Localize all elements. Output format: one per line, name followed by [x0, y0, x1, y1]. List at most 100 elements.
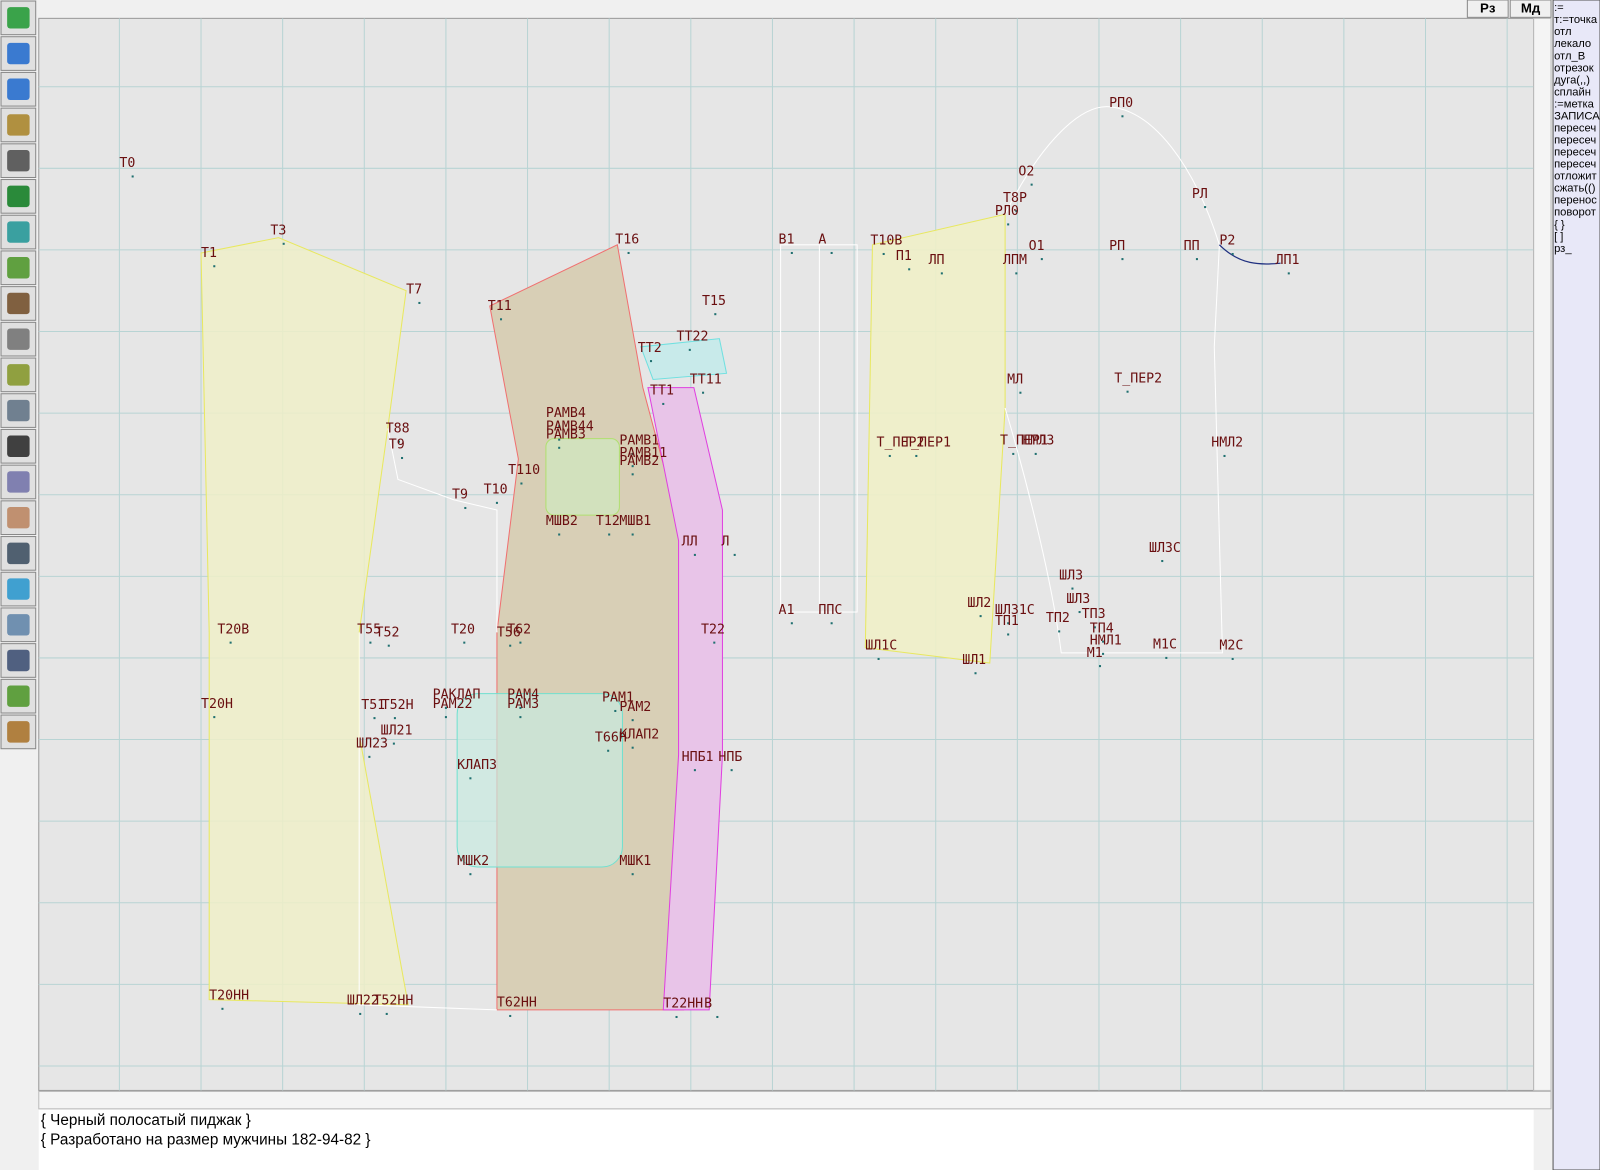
point-label: Т110 — [508, 463, 540, 478]
point-marker — [1007, 223, 1010, 226]
point-label: Т20Н — [201, 697, 233, 712]
command-item[interactable]: дуга(,,) — [1554, 74, 1590, 86]
point-marker — [1231, 252, 1234, 256]
mode-button[interactable] — [1509, 0, 1552, 18]
point-marker — [397, 440, 400, 443]
point-marker — [974, 672, 977, 675]
tool-icon — [7, 435, 30, 457]
command-item[interactable]: т:=точка — [1554, 14, 1598, 26]
point-label: ТТ22 — [677, 330, 709, 345]
point-label: ШЛ1 — [962, 653, 986, 668]
mode-buttons: Рз Мд — [1466, 0, 1552, 18]
point-label: РП — [1109, 239, 1125, 254]
point-label: Т16 — [615, 233, 639, 248]
point-label: ТП4 — [1090, 621, 1114, 636]
point-marker — [1019, 391, 1022, 394]
command-item[interactable]: [ ] — [1554, 231, 1563, 243]
point-label: Т_ПЕР1 — [1000, 434, 1048, 449]
point-marker — [675, 1015, 678, 1019]
mode-button[interactable] — [1466, 0, 1509, 18]
point-label: РАМВ44 — [546, 419, 594, 434]
point-label: Т10 — [484, 483, 508, 498]
point-label: Р2 — [1219, 234, 1235, 249]
command-item[interactable]: пересеч — [1554, 159, 1596, 171]
point-label: Т15 — [702, 294, 726, 309]
notes: { Черный полосатый пиджак } { Разработано… — [41, 1112, 371, 1148]
command-item[interactable]: поворот — [1554, 207, 1596, 219]
horizontal-scrollbar[interactable] — [38, 1090, 1552, 1110]
point-marker — [1102, 640, 1105, 643]
point-label: РАМВ3 — [546, 428, 586, 443]
command-item[interactable]: рз_ — [1554, 243, 1572, 255]
note-line: { Разработано на размер мужчины 182-94-8… — [41, 1131, 371, 1148]
point-label: Т9 — [389, 438, 405, 453]
command-item[interactable]: пересеч — [1554, 147, 1596, 159]
tool-button[interactable] — [0, 143, 37, 178]
point-marker — [558, 446, 561, 449]
side-pocket — [456, 693, 623, 868]
point-label: НМЛ1 — [1090, 634, 1122, 649]
point-marker — [607, 749, 610, 752]
command-item[interactable]: отл — [1554, 26, 1571, 38]
point-marker — [418, 301, 421, 304]
command-item[interactable]: отложит — [1554, 171, 1597, 183]
point-marker — [131, 175, 134, 178]
point-marker — [558, 438, 561, 441]
point-label: РАМ1 — [602, 691, 634, 706]
point-marker — [979, 615, 982, 618]
point-label: РЛ0 — [995, 204, 1019, 219]
tool-icon — [7, 721, 30, 743]
collar-piece — [640, 338, 728, 380]
command-item[interactable]: сжать(() — [1554, 183, 1596, 195]
point-label: ШЛ31С — [995, 603, 1035, 618]
point-marker — [790, 622, 793, 625]
point-label: Т22 — [701, 622, 725, 637]
point-marker — [1040, 258, 1043, 261]
tool-icon — [7, 649, 30, 672]
point-marker — [1030, 183, 1033, 186]
point-marker — [1165, 656, 1168, 659]
command-item[interactable]: := — [1554, 2, 1564, 14]
tool-button[interactable] — [0, 643, 37, 678]
point-label: Т12 — [596, 514, 620, 529]
point-marker — [1071, 587, 1074, 590]
tool-icon — [7, 542, 30, 565]
tool-icon — [7, 614, 30, 636]
point-marker — [877, 657, 880, 660]
point-marker — [790, 251, 793, 254]
point-marker — [1161, 560, 1164, 563]
command-item[interactable]: пересеч — [1554, 122, 1596, 134]
command-item[interactable]: сплайн — [1554, 86, 1591, 98]
tool-icon — [7, 328, 30, 350]
tool-icon — [7, 471, 30, 493]
vertical-scrollbar[interactable] — [1533, 17, 1552, 1091]
point-label: А1 — [779, 603, 795, 618]
command-item[interactable]: ЗАПИСА — [1554, 110, 1600, 122]
mode-button-label: Рз — [1480, 1, 1496, 16]
point-marker — [733, 553, 736, 556]
point-marker — [915, 454, 918, 457]
point-label: М1С — [1153, 638, 1177, 653]
command-item[interactable]: лекало — [1554, 38, 1591, 50]
point-marker — [469, 873, 472, 876]
tool-button[interactable] — [0, 678, 37, 714]
point-marker — [558, 425, 561, 428]
point-marker — [229, 641, 232, 644]
command-item[interactable]: отрезок — [1554, 62, 1594, 74]
command-item[interactable]: { } — [1554, 219, 1565, 231]
point-marker — [730, 769, 733, 772]
command-item[interactable]: пересеч — [1554, 135, 1596, 147]
point-label: Т88 — [386, 421, 410, 436]
tool-icon — [7, 578, 30, 600]
tool-button[interactable] — [0, 428, 37, 464]
point-label: Т62 — [507, 622, 531, 637]
point-marker — [1287, 272, 1290, 275]
topsleeve-outline — [1004, 106, 1223, 654]
command-item[interactable]: :=метка — [1554, 98, 1595, 110]
point-marker — [940, 272, 943, 275]
point-label: ТП1 — [995, 614, 1019, 629]
point-label: Т20В — [217, 622, 249, 637]
point-label: РАМ2 — [619, 700, 651, 715]
command-item[interactable]: отл_В — [1554, 50, 1585, 62]
command-item[interactable]: перенос — [1554, 195, 1597, 207]
